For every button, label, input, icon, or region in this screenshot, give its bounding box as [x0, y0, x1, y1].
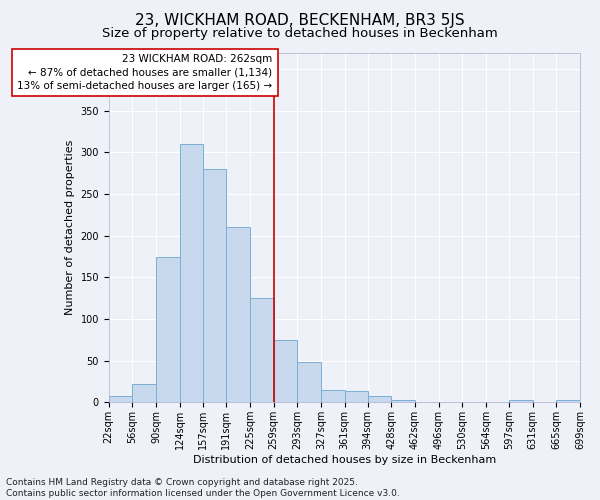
- Text: Size of property relative to detached houses in Beckenham: Size of property relative to detached ho…: [102, 28, 498, 40]
- Bar: [250, 298, 274, 403]
- Bar: [226, 228, 250, 402]
- Bar: [298, 362, 321, 403]
- Text: 23 WICKHAM ROAD: 262sqm
← 87% of detached houses are smaller (1,134)
13% of semi: 23 WICKHAM ROAD: 262sqm ← 87% of detache…: [17, 54, 272, 90]
- Bar: [368, 396, 391, 402]
- Bar: [180, 144, 203, 403]
- Bar: [203, 169, 226, 402]
- Bar: [156, 256, 180, 402]
- Bar: [509, 400, 533, 402]
- X-axis label: Distribution of detached houses by size in Beckenham: Distribution of detached houses by size …: [193, 455, 496, 465]
- Bar: [133, 384, 156, 402]
- Text: Contains HM Land Registry data © Crown copyright and database right 2025.
Contai: Contains HM Land Registry data © Crown c…: [6, 478, 400, 498]
- Bar: [274, 340, 298, 402]
- Bar: [556, 400, 580, 402]
- Bar: [321, 390, 345, 402]
- Bar: [391, 400, 415, 402]
- Text: 23, WICKHAM ROAD, BECKENHAM, BR3 5JS: 23, WICKHAM ROAD, BECKENHAM, BR3 5JS: [135, 12, 465, 28]
- Y-axis label: Number of detached properties: Number of detached properties: [65, 140, 75, 315]
- Bar: [345, 392, 368, 402]
- Bar: [109, 396, 133, 402]
